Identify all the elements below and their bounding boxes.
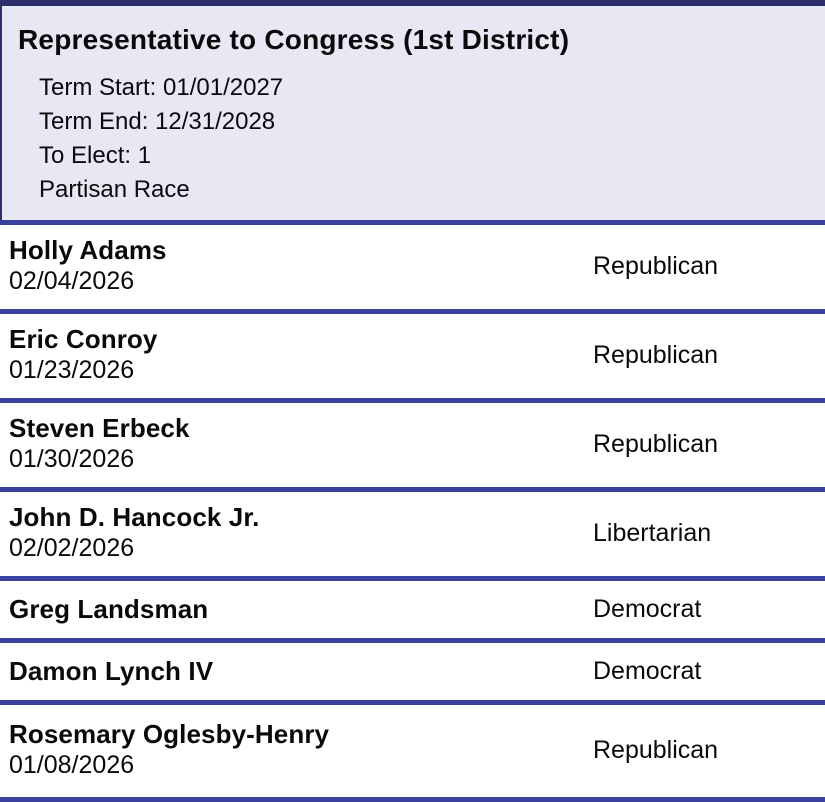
candidate-info: John D. Hancock Jr. 02/02/2026 bbox=[9, 502, 593, 564]
candidate-info: Steven Erbeck 01/30/2026 bbox=[9, 413, 593, 475]
candidate-party: Democrat bbox=[593, 657, 702, 685]
candidate-row: Steven Erbeck 01/30/2026 Republican bbox=[0, 398, 825, 487]
candidate-name: Greg Landsman bbox=[9, 594, 209, 624]
contest-details: Term Start: 01/01/2027 Term End: 12/31/2… bbox=[39, 71, 805, 207]
candidate-info: Eric Conroy 01/23/2026 bbox=[9, 324, 593, 386]
candidate-filing-date: 01/30/2026 bbox=[9, 445, 135, 473]
candidate-filing-date: 01/23/2026 bbox=[9, 356, 135, 384]
candidate-name: John D. Hancock Jr. bbox=[9, 502, 260, 532]
candidate-party: Republican bbox=[593, 251, 719, 280]
contest-header: Representative to Congress (1st District… bbox=[0, 0, 825, 220]
candidate-name: Steven Erbeck bbox=[9, 413, 190, 443]
candidate-name: Eric Conroy bbox=[9, 324, 158, 354]
candidate-name: Rosemary Oglesby-Henry bbox=[9, 719, 330, 749]
candidate-party: Republican bbox=[593, 340, 719, 369]
candidate-row: Damon Lynch IV Democrat bbox=[0, 638, 825, 700]
candidate-row: John D. Hancock Jr. 02/02/2026 Libertari… bbox=[0, 487, 825, 576]
candidate-party: Libertarian bbox=[593, 518, 712, 547]
candidate-filing-date: 02/02/2026 bbox=[9, 534, 135, 562]
term-end-text: Term End: 12/31/2028 bbox=[39, 108, 276, 135]
term-start-text: Term Start: 01/01/2027 bbox=[39, 74, 284, 101]
candidate-name: Damon Lynch IV bbox=[9, 656, 214, 686]
contest-title: Representative to Congress (1st District… bbox=[18, 24, 570, 55]
candidate-row: Rosemary Oglesby-Henry 01/08/2026 Republ… bbox=[0, 700, 825, 797]
candidate-name: Holly Adams bbox=[9, 235, 167, 265]
candidate-info: Holly Adams 02/04/2026 bbox=[9, 235, 593, 297]
candidate-info: Damon Lynch IV bbox=[9, 656, 593, 687]
candidate-list: Holly Adams 02/04/2026 Republican Eric C… bbox=[0, 220, 825, 802]
candidate-row: Holly Adams 02/04/2026 Republican bbox=[0, 220, 825, 309]
candidate-info: Greg Landsman bbox=[9, 594, 593, 625]
candidate-row: Greg Landsman Democrat bbox=[0, 576, 825, 638]
candidate-party: Republican bbox=[593, 429, 719, 458]
candidate-filing-date: 01/08/2026 bbox=[9, 751, 135, 779]
candidate-party: Democrat bbox=[593, 595, 702, 623]
candidate-row: Eric Conroy 01/23/2026 Republican bbox=[0, 309, 825, 398]
candidate-party: Republican bbox=[593, 735, 719, 764]
candidate-info: Rosemary Oglesby-Henry 01/08/2026 bbox=[9, 719, 593, 781]
candidate-filing-date: 02/04/2026 bbox=[9, 267, 135, 295]
to-elect-text: To Elect: 1 bbox=[39, 142, 152, 169]
race-type-text: Partisan Race bbox=[39, 176, 190, 203]
